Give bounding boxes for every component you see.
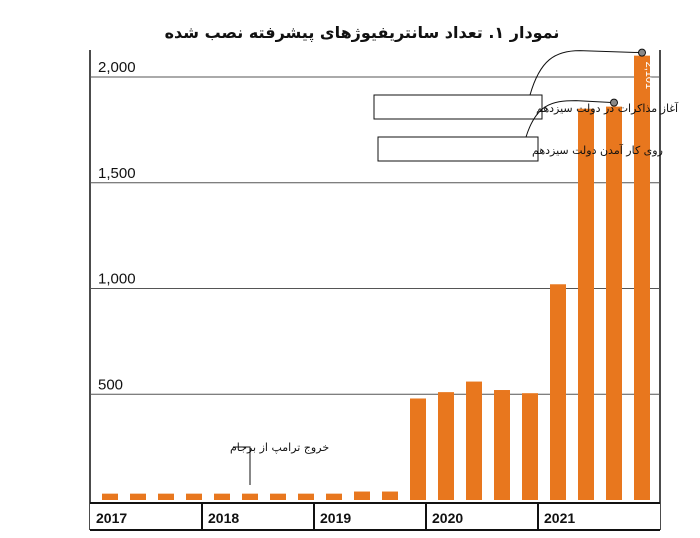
bar [102, 493, 118, 500]
bar [130, 493, 146, 500]
bar [298, 493, 314, 500]
year-label: 2020 [432, 510, 463, 526]
annotation-leader [233, 446, 251, 485]
annotation-text: آغاز مذاکرات در دولت سیزدهم [536, 101, 679, 115]
bar [382, 491, 398, 500]
bar [270, 493, 286, 500]
annotation-box [377, 136, 539, 162]
y-tick-label: 1,500 [98, 165, 136, 182]
annotation-leader [525, 100, 615, 138]
bar [466, 381, 482, 500]
bar [578, 108, 594, 500]
annotation-leader [529, 50, 643, 96]
bar [158, 493, 174, 500]
year-labels: 2017 2018 2019 2020 2021 [96, 503, 575, 530]
year-label: 2021 [544, 510, 575, 526]
y-tick-labels: 500 1,000 1,500 2,000 [98, 59, 136, 393]
year-label: 2018 [208, 510, 239, 526]
bar [494, 390, 510, 500]
annotation-text: خروج ترامپ از برجام [230, 441, 329, 454]
annotation-marker [610, 98, 618, 107]
annotation-box [373, 94, 543, 120]
chart-title: نمودار ۱. تعداد سانتریفیوژهای پیشرفته نص… [165, 23, 560, 43]
bar [410, 398, 426, 500]
year-label: 2017 [96, 510, 127, 526]
y-tick-label: 500 [98, 376, 123, 393]
year-label: 2019 [320, 510, 351, 526]
y-tick-label: 2,000 [98, 59, 136, 76]
bar [354, 491, 370, 500]
bar [606, 106, 622, 501]
bar [522, 393, 538, 500]
bar [438, 392, 454, 500]
bar [242, 493, 258, 500]
bars: 2,101 [102, 55, 655, 501]
annotation-marker [638, 48, 646, 57]
x-axis-band [90, 503, 660, 530]
gridlines [90, 76, 660, 395]
bar [186, 493, 202, 500]
bar [326, 493, 342, 500]
bar [634, 55, 650, 501]
bar [214, 493, 230, 500]
annotation-text: روی کار آمدن دولت سیزدهم [532, 143, 663, 157]
bar [550, 284, 566, 500]
data-label: 2,101 [643, 62, 655, 90]
y-tick-label: 1,000 [98, 271, 136, 288]
annotations: آغاز مذاکرات در دولت سیزدهم روی کار آمدن … [230, 48, 679, 485]
